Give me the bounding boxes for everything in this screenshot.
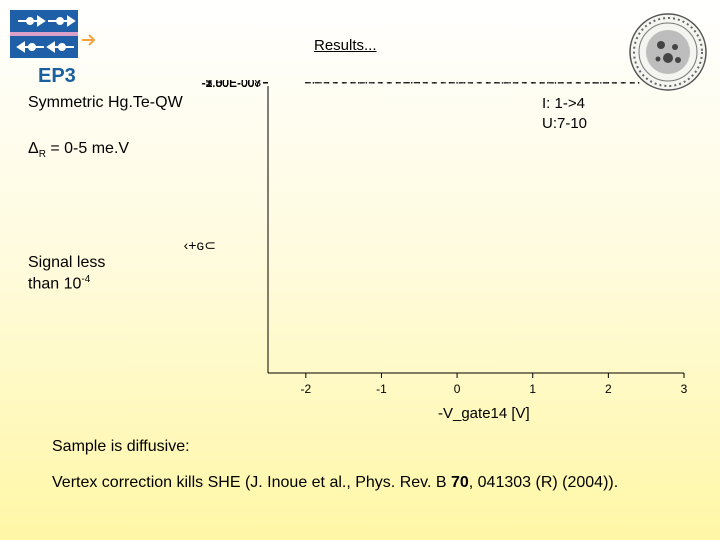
data-point: [463, 81, 466, 84]
data-point: [403, 81, 405, 84]
data-point: [448, 81, 451, 84]
left-text-line4: than 10-4: [28, 274, 91, 293]
data-point: [554, 82, 557, 84]
data-point: [380, 81, 383, 84]
y-tick-label: -3.00E-007: [202, 80, 262, 90]
data-point: [335, 81, 337, 84]
y-tick-label: -1.00E-007: [202, 80, 262, 90]
data-point: [486, 82, 489, 84]
data-point: [600, 82, 602, 84]
bottom-text-line1: Sample is diffusive:: [52, 438, 190, 455]
x-tick-label: 3: [681, 382, 688, 396]
y-tick-label: -2.50E-007: [202, 80, 262, 90]
logo-text: EP3: [38, 65, 76, 87]
data-point: [373, 82, 375, 84]
x-tick-label: -1: [376, 382, 387, 396]
data-point: [562, 82, 564, 84]
data-point: [547, 82, 549, 84]
data-point: [410, 82, 413, 84]
bottom-text-line2: Vertex correction kills SHE (J. Inoue et…: [52, 474, 619, 491]
data-point: [584, 82, 587, 84]
data-point: [637, 82, 640, 84]
data-point: [615, 82, 617, 84]
chart: -5.00E-008-1.00E-007-1.50E-007-2.00E-007…: [180, 80, 688, 422]
data-point: [630, 82, 632, 84]
y-axis-garbled-label: ⊃ ‹+ԍ⊂: [180, 237, 216, 253]
data-point: [607, 82, 610, 84]
data-point: [509, 82, 511, 84]
legend-line1: I: 1->4: [542, 95, 585, 112]
slide-title: Results...: [314, 37, 377, 54]
data-point: [577, 82, 579, 84]
left-text-line3: Signal less: [28, 254, 106, 271]
data-point: [531, 82, 534, 84]
y-tick-label: -1.50E-007: [202, 80, 262, 90]
data-point: [395, 81, 398, 84]
data-point: [569, 82, 572, 84]
data-point: [501, 82, 504, 84]
data-point: [426, 81, 428, 84]
data-point: [456, 82, 458, 84]
legend-line2: U:7-10: [542, 115, 587, 132]
ep3-logo: EP3: [10, 10, 96, 87]
data-point: [433, 82, 436, 84]
university-seal: [629, 13, 707, 91]
data-point: [305, 81, 307, 84]
data-point: [622, 82, 625, 84]
chart-axes: [267, 86, 684, 374]
data-point: [441, 82, 443, 84]
x-axis-label: -V_gate14 [V]: [438, 405, 530, 422]
x-tick-label: 0: [454, 382, 461, 396]
data-point: [320, 81, 322, 84]
y-tick-label: -2.00E-007: [202, 80, 262, 90]
data-point: [516, 82, 519, 84]
data-point: [312, 82, 315, 84]
y-tick-label: -5.00E-008: [202, 80, 262, 90]
data-point: [471, 82, 474, 84]
data-point: [365, 81, 368, 84]
data-point: [524, 81, 526, 84]
chart-series: [305, 81, 640, 84]
chart-ticks: -5.00E-008-1.00E-007-1.50E-007-2.00E-007…: [202, 80, 688, 396]
data-point: [592, 82, 595, 84]
x-tick-label: -2: [300, 382, 311, 396]
left-text-line1: Symmetric Hg.Te-QW: [28, 94, 183, 111]
x-tick-label: 2: [605, 382, 612, 396]
data-point: [357, 82, 360, 84]
data-point: [418, 81, 421, 84]
x-tick-label: 1: [529, 382, 536, 396]
data-point: [342, 82, 345, 84]
data-point: [539, 82, 542, 84]
left-text-line2: ΔR = 0-5 me.V: [28, 140, 130, 161]
data-point: [350, 81, 352, 84]
data-point: [388, 82, 390, 84]
data-point: [478, 81, 481, 84]
data-point: [494, 81, 496, 84]
data-point: [327, 82, 330, 84]
